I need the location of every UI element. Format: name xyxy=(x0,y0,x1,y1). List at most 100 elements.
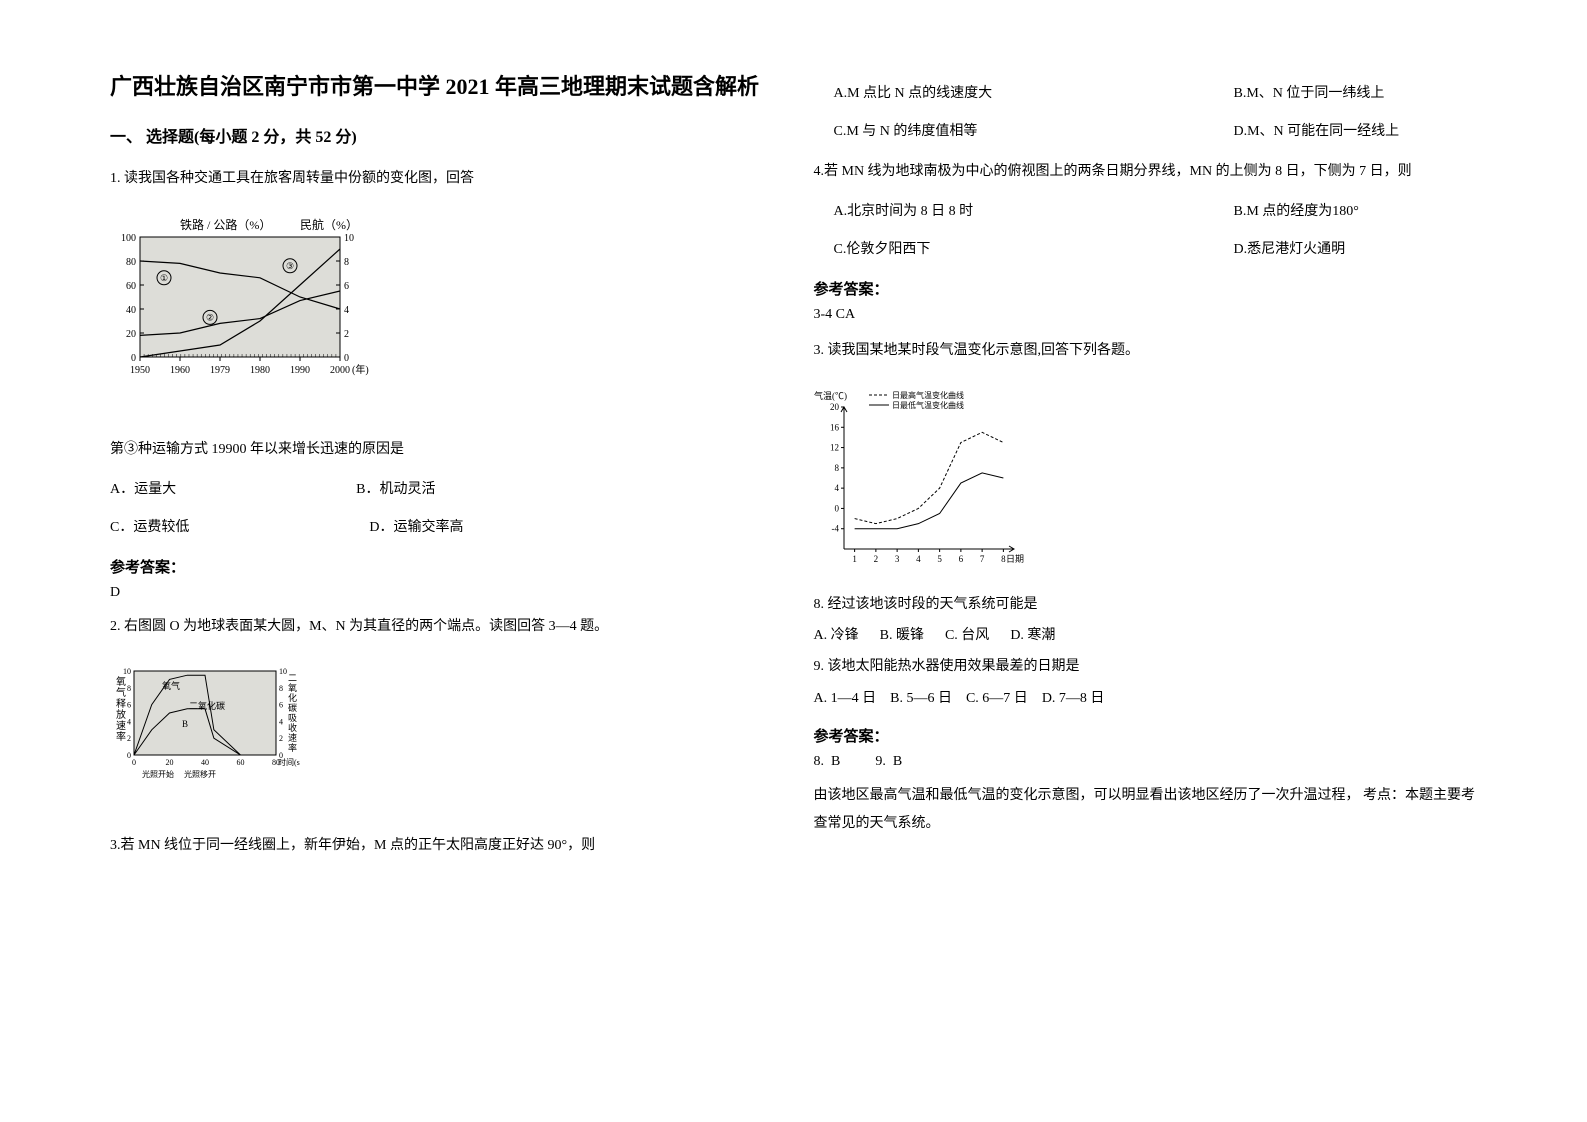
svg-text:③: ③ xyxy=(286,261,294,271)
svg-text:2: 2 xyxy=(127,734,131,743)
svg-text:1: 1 xyxy=(852,554,857,564)
svg-text:放: 放 xyxy=(116,708,126,721)
svg-text:1980: 1980 xyxy=(250,365,270,376)
q3-text: 3.若 MN 线位于同一经线圈上，新年伊始，M 点的正午太阳高度正好达 90°，… xyxy=(110,832,774,860)
q1-opt-c: C．运费较低 xyxy=(110,514,189,542)
svg-text:2: 2 xyxy=(344,329,349,340)
svg-text:6: 6 xyxy=(279,701,283,710)
q3b-chart: 气温(℃)日最高气温变化曲线日最低气温变化曲线-4048121620123456… xyxy=(814,389,1024,569)
q3b-opt9-c: C. 6—7 日 xyxy=(966,691,1028,706)
svg-text:时间(s): 时间(s) xyxy=(278,757,300,767)
svg-text:2: 2 xyxy=(873,554,878,564)
svg-text:民航（%）: 民航（%） xyxy=(300,217,358,232)
svg-text:1979: 1979 xyxy=(210,365,230,376)
svg-text:6: 6 xyxy=(344,281,349,292)
q4-answer: 3-4 CA xyxy=(814,307,1478,323)
right-column: A.M 点比 N 点的线速度大 B.M、N 位于同一纬线上 C.M 与 N 的纬… xyxy=(794,70,1498,1052)
q3b-sub9: 9. 该地太阳能热水器使用效果最差的日期是 xyxy=(814,654,1478,679)
svg-text:4: 4 xyxy=(279,717,283,726)
q4-answer-label: 参考答案： xyxy=(814,278,1478,299)
q1-text: 1. 读我国各种交通工具在旅客周转量中份额的变化图，回答 xyxy=(110,165,774,193)
svg-text:4: 4 xyxy=(127,717,131,726)
svg-text:8: 8 xyxy=(127,684,131,693)
svg-text:日最低气温变化曲线: 日最低气温变化曲线 xyxy=(892,400,964,410)
svg-text:20: 20 xyxy=(166,758,174,767)
q3b-opt9-b: B. 5—6 日 xyxy=(890,691,952,706)
q3-opt-b: B.M、N 位于同一纬线上 xyxy=(1234,80,1478,108)
q3b-opts9-row: A. 1—4 日 B. 5—6 日 C. 6—7 日 D. 7—8 日 xyxy=(814,686,1478,711)
svg-text:二: 二 xyxy=(288,673,297,683)
q3b-opts8-row: A. 冷锋 B. 暖锋 C. 台风 D. 寒潮 xyxy=(814,623,1478,648)
svg-text:2000: 2000 xyxy=(330,365,350,376)
svg-text:氧: 氧 xyxy=(116,675,126,688)
svg-text:①: ① xyxy=(160,273,168,283)
q3b-opt8-b: B. 暖锋 xyxy=(880,628,924,643)
svg-text:光照移开: 光照移开 xyxy=(184,769,216,779)
q3b-sub8: 8. 经过该地该时段的天气系统可能是 xyxy=(814,592,1478,617)
svg-text:100: 100 xyxy=(121,233,136,244)
svg-text:60: 60 xyxy=(237,758,245,767)
svg-text:20: 20 xyxy=(830,402,840,412)
svg-text:40: 40 xyxy=(126,305,136,316)
svg-text:0: 0 xyxy=(131,353,136,364)
section-header: 一、 选择题(每小题 2 分，共 52 分) xyxy=(110,123,774,147)
svg-text:80: 80 xyxy=(126,257,136,268)
q3b-opt8-c: C. 台风 xyxy=(945,628,989,643)
q3-opt-d: D.M、N 可能在同一经线上 xyxy=(1234,118,1478,146)
q3b-text: 3. 读我国某地某时段气温变化示意图,回答下列各题。 xyxy=(814,337,1478,365)
svg-text:5: 5 xyxy=(937,554,942,564)
svg-text:氧气: 氧气 xyxy=(162,680,180,691)
svg-text:1960: 1960 xyxy=(170,365,190,376)
svg-text:4: 4 xyxy=(344,305,349,316)
q1-opt-a: A．运量大 xyxy=(110,476,176,504)
svg-text:释: 释 xyxy=(116,697,126,710)
q2-text: 2. 右图圆 O 为地球表面某大圆，M、N 为其直径的两个端点。读图回答 3—4… xyxy=(110,613,774,641)
svg-text:40: 40 xyxy=(201,758,209,767)
svg-text:3: 3 xyxy=(894,554,899,564)
svg-text:0: 0 xyxy=(834,503,839,513)
svg-text:氧: 氧 xyxy=(288,682,297,693)
svg-text:气: 气 xyxy=(116,686,126,699)
svg-text:碳: 碳 xyxy=(288,702,297,713)
q4-opt-a: A.北京时间为 8 日 8 时 xyxy=(834,198,1234,226)
svg-text:速: 速 xyxy=(288,733,297,743)
q1-sub: 第③种运输方式 19900 年以来增长迅速的原因是 xyxy=(110,436,774,464)
q3b-opt9-d: D. 7—8 日 xyxy=(1042,691,1105,706)
q3-opt-c: C.M 与 N 的纬度值相等 xyxy=(834,118,1234,146)
svg-text:20: 20 xyxy=(126,329,136,340)
svg-text:B: B xyxy=(182,719,188,729)
svg-text:16: 16 xyxy=(830,422,840,432)
svg-text:气温(℃): 气温(℃) xyxy=(814,390,847,401)
svg-text:8: 8 xyxy=(279,684,283,693)
svg-text:速: 速 xyxy=(116,720,126,732)
svg-text:1990: 1990 xyxy=(290,365,310,376)
svg-text:光照开始: 光照开始 xyxy=(142,769,174,779)
svg-text:6: 6 xyxy=(127,701,131,710)
q3b-opt8-a: A. 冷锋 xyxy=(814,628,859,643)
svg-text:0: 0 xyxy=(127,751,131,760)
svg-text:吸: 吸 xyxy=(288,713,297,723)
svg-text:(年): (年) xyxy=(352,363,369,376)
svg-text:10: 10 xyxy=(123,667,131,676)
left-column: 广西壮族自治区南宁市市第一中学 2021 年高三地理期末试题含解析 一、 选择题… xyxy=(90,70,794,1052)
svg-text:二氧化碳: 二氧化碳 xyxy=(189,700,225,711)
svg-text:1950: 1950 xyxy=(130,365,150,376)
q3b-answer-label: 参考答案： xyxy=(814,725,1478,746)
exam-title: 广西壮族自治区南宁市市第一中学 2021 年高三地理期末试题含解析 xyxy=(110,70,774,103)
svg-text:60: 60 xyxy=(126,281,136,292)
q4-opt-d: D.悉尼港灯火通明 xyxy=(1234,236,1478,264)
svg-text:8: 8 xyxy=(344,257,349,268)
svg-text:8: 8 xyxy=(834,463,839,473)
svg-text:0: 0 xyxy=(344,353,349,364)
q3-opt-a: A.M 点比 N 点的线速度大 xyxy=(834,80,1234,108)
svg-text:2: 2 xyxy=(279,734,283,743)
svg-text:7: 7 xyxy=(979,554,984,564)
svg-text:0: 0 xyxy=(132,758,136,767)
svg-text:铁路 / 公路（%）: 铁路 / 公路（%） xyxy=(180,217,271,232)
svg-text:12: 12 xyxy=(830,443,839,453)
svg-text:4: 4 xyxy=(916,554,921,564)
svg-text:6: 6 xyxy=(958,554,963,564)
q2-chart: 氧气释放速率二氧化碳吸收速率02468100246810020406080时间(… xyxy=(110,665,300,785)
svg-text:10: 10 xyxy=(279,667,287,676)
svg-text:日期(日): 日期(日) xyxy=(1006,554,1024,564)
